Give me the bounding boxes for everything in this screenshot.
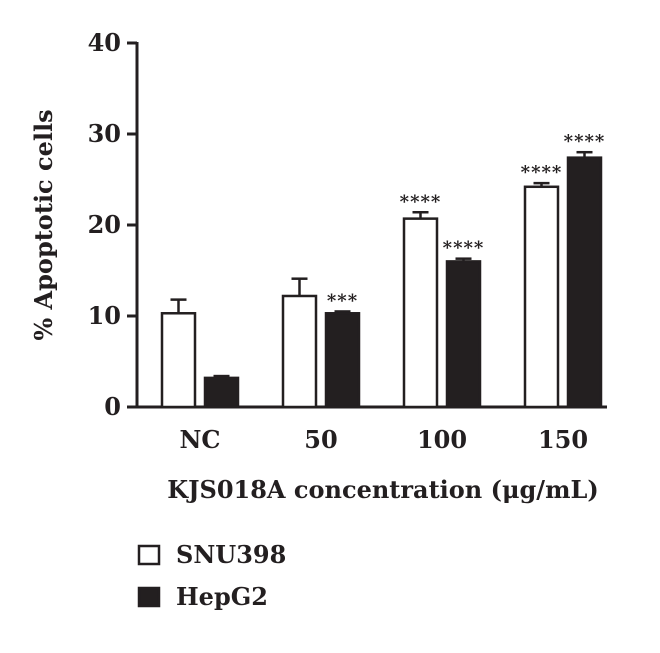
x-tick-label: 100 bbox=[417, 425, 467, 454]
significance-label: *** bbox=[327, 290, 358, 311]
bar-snu398 bbox=[523, 185, 560, 409]
x-tick-label: 50 bbox=[304, 425, 337, 454]
bar-snu398 bbox=[160, 312, 197, 409]
y-tick-label: 40 bbox=[88, 28, 121, 57]
bar-snu398 bbox=[281, 294, 318, 409]
y-tick-label: 20 bbox=[88, 210, 121, 239]
significance-label: **** bbox=[443, 238, 485, 259]
significance-label: **** bbox=[521, 162, 563, 183]
x-tick-label: 150 bbox=[538, 425, 588, 454]
legend-label-hepg2: HepG2 bbox=[176, 582, 268, 611]
significance-label: **** bbox=[400, 191, 442, 212]
x-tick-label: NC bbox=[179, 425, 220, 454]
y-tick-label: 0 bbox=[104, 392, 121, 421]
bar-snu398 bbox=[402, 217, 439, 409]
legend-label-snu398: SNU398 bbox=[176, 540, 286, 569]
bar-hepg2 bbox=[324, 312, 361, 409]
y-tick-label: 10 bbox=[88, 301, 121, 330]
bar-hepg2 bbox=[203, 376, 240, 409]
legend-swatch-hepg2 bbox=[137, 586, 161, 608]
legend-swatch-snu398 bbox=[137, 544, 161, 566]
bars bbox=[160, 150, 603, 409]
x-axis-title: KJS018A concentration (μg/mL) bbox=[167, 475, 598, 504]
bar-hepg2 bbox=[566, 156, 603, 409]
significance-label: **** bbox=[564, 131, 606, 152]
legend: SNU398 HepG2 bbox=[137, 540, 286, 611]
bar-hepg2 bbox=[445, 260, 482, 409]
y-tick-label: 30 bbox=[88, 119, 121, 148]
y-axis-title: % Apoptotic cells bbox=[29, 109, 58, 340]
